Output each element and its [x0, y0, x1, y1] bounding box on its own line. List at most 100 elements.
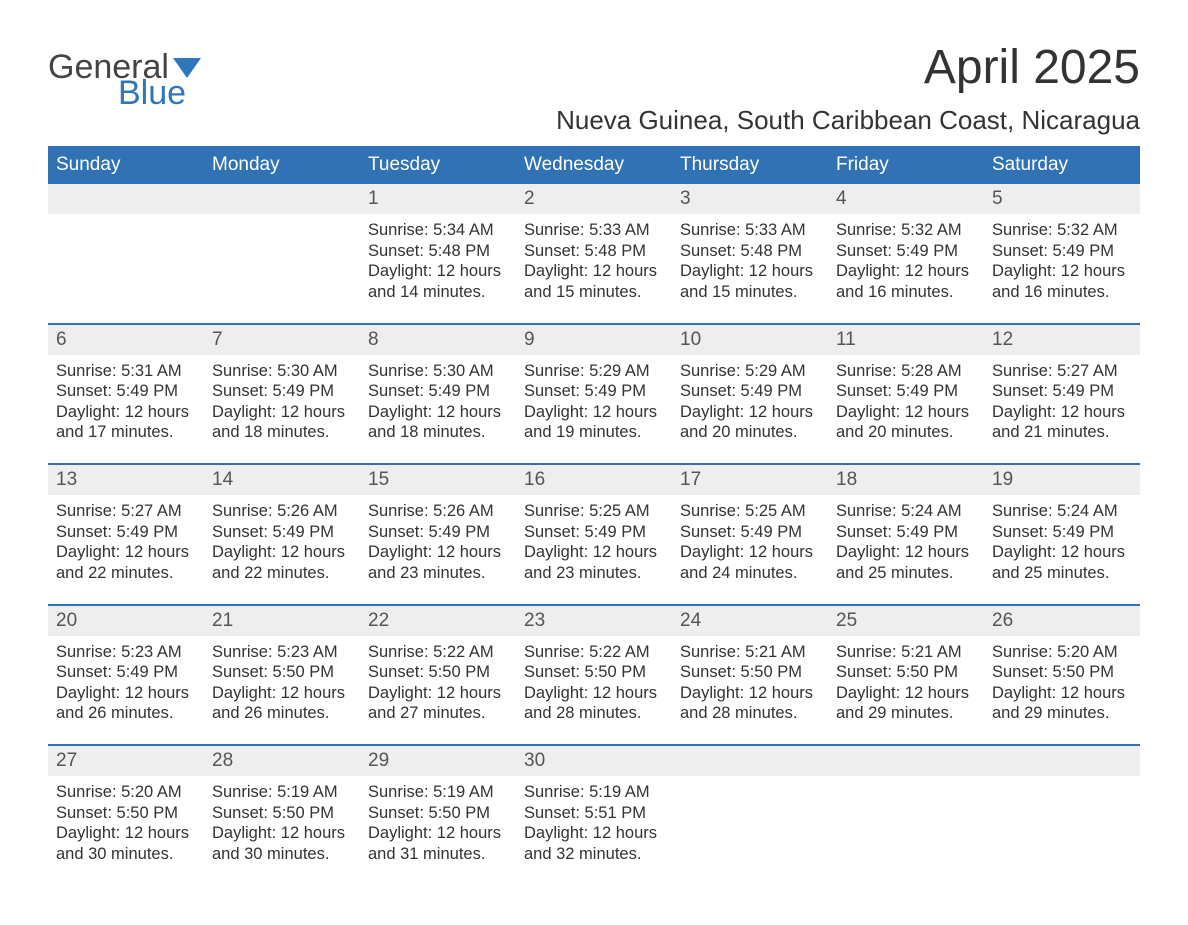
day-daylight2: and 29 minutes. [992, 703, 1132, 724]
day-number: 12 [984, 325, 1140, 355]
day-number: 10 [672, 325, 828, 355]
day-sunrise: Sunrise: 5:33 AM [680, 220, 820, 241]
day-cell: Sunrise: 5:24 AMSunset: 5:49 PMDaylight:… [828, 495, 984, 604]
day-sunrise: Sunrise: 5:25 AM [680, 501, 820, 522]
day-number: 1 [360, 184, 516, 214]
day-sunrise: Sunrise: 5:22 AM [368, 642, 508, 663]
day-sunset: Sunset: 5:49 PM [56, 662, 196, 683]
day-daylight2: and 17 minutes. [56, 422, 196, 443]
day-sunrise: Sunrise: 5:23 AM [212, 642, 352, 663]
day-daylight2: and 21 minutes. [992, 422, 1132, 443]
day-number: 16 [516, 465, 672, 495]
day-daylight1: Daylight: 12 hours [212, 542, 352, 563]
day-daylight1: Daylight: 12 hours [836, 542, 976, 563]
weekday-header-row: Sunday Monday Tuesday Wednesday Thursday… [48, 146, 1140, 184]
day-cell: Sunrise: 5:19 AMSunset: 5:50 PMDaylight:… [360, 776, 516, 885]
day-cell: Sunrise: 5:30 AMSunset: 5:49 PMDaylight:… [360, 355, 516, 464]
day-sunrise: Sunrise: 5:34 AM [368, 220, 508, 241]
calendar-grid: Sunday Monday Tuesday Wednesday Thursday… [48, 146, 1140, 885]
day-daylight2: and 30 minutes. [212, 844, 352, 865]
day-cell: Sunrise: 5:20 AMSunset: 5:50 PMDaylight:… [48, 776, 204, 885]
weeks-container: 12345Sunrise: 5:34 AMSunset: 5:48 PMDayl… [48, 184, 1140, 885]
day-daylight2: and 23 minutes. [524, 563, 664, 584]
day-daylight2: and 30 minutes. [56, 844, 196, 865]
day-sunset: Sunset: 5:49 PM [680, 522, 820, 543]
weekday-header: Thursday [672, 146, 828, 184]
day-daylight2: and 25 minutes. [992, 563, 1132, 584]
day-daylight2: and 19 minutes. [524, 422, 664, 443]
day-sunrise: Sunrise: 5:19 AM [368, 782, 508, 803]
daybody-strip: Sunrise: 5:27 AMSunset: 5:49 PMDaylight:… [48, 495, 1140, 604]
day-daylight2: and 22 minutes. [56, 563, 196, 584]
weekday-header: Wednesday [516, 146, 672, 184]
day-daylight1: Daylight: 12 hours [368, 823, 508, 844]
daybody-strip: Sunrise: 5:23 AMSunset: 5:49 PMDaylight:… [48, 636, 1140, 745]
day-number: 19 [984, 465, 1140, 495]
day-sunrise: Sunrise: 5:31 AM [56, 361, 196, 382]
day-sunset: Sunset: 5:50 PM [524, 662, 664, 683]
day-number: 27 [48, 746, 204, 776]
daybody-strip: Sunrise: 5:20 AMSunset: 5:50 PMDaylight:… [48, 776, 1140, 885]
week-row: 20212223242526Sunrise: 5:23 AMSunset: 5:… [48, 604, 1140, 745]
day-cell: Sunrise: 5:21 AMSunset: 5:50 PMDaylight:… [672, 636, 828, 745]
day-daylight1: Daylight: 12 hours [680, 261, 820, 282]
day-cell: Sunrise: 5:25 AMSunset: 5:49 PMDaylight:… [672, 495, 828, 604]
day-cell: Sunrise: 5:26 AMSunset: 5:49 PMDaylight:… [204, 495, 360, 604]
day-sunset: Sunset: 5:50 PM [992, 662, 1132, 683]
day-sunset: Sunset: 5:49 PM [56, 522, 196, 543]
day-cell: Sunrise: 5:31 AMSunset: 5:49 PMDaylight:… [48, 355, 204, 464]
day-daylight1: Daylight: 12 hours [992, 402, 1132, 423]
daybody-strip: Sunrise: 5:31 AM Sunset: 5:49 PM Daylight:… [48, 355, 1140, 464]
day-sunrise: Sunrise: 5:25 AM [524, 501, 664, 522]
location-text: Nueva Guinea, South Caribbean Coast, Nic… [556, 105, 1140, 136]
day-daylight2: and 15 minutes. [524, 282, 664, 303]
day-daylight1: Daylight: 12 hours [836, 261, 976, 282]
day-daylight2: and 27 minutes. [368, 703, 508, 724]
day-cell: Sunrise: 5:27 AMSunset: 5:49 PMDaylight:… [984, 355, 1140, 464]
day-sunset: Sunset: 5:49 PM [212, 381, 352, 402]
day-daylight1: Daylight: 12 hours [992, 683, 1132, 704]
weekday-header: Monday [204, 146, 360, 184]
day-daylight2: and 20 minutes. [836, 422, 976, 443]
day-cell: Sunrise: 5:26 AMSunset: 5:49 PMDaylight:… [360, 495, 516, 604]
day-number: 5 [984, 184, 1140, 214]
day-sunrise: Sunrise: 5:33 AM [524, 220, 664, 241]
day-sunrise: Sunrise: 5:19 AM [524, 782, 664, 803]
day-cell: Sunrise: 5:21 AMSunset: 5:50 PMDaylight:… [828, 636, 984, 745]
day-sunrise: Sunrise: 5:24 AM [992, 501, 1132, 522]
day-number: 26 [984, 606, 1140, 636]
day-daylight1: Daylight: 12 hours [524, 823, 664, 844]
day-number: 25 [828, 606, 984, 636]
day-sunrise: Sunrise: 5:28 AM [836, 361, 976, 382]
day-sunrise: Sunrise: 5:23 AM [56, 642, 196, 663]
day-cell [204, 214, 360, 323]
day-sunset: Sunset: 5:50 PM [836, 662, 976, 683]
day-daylight2: and 16 minutes. [836, 282, 976, 303]
day-daylight1: Daylight: 12 hours [680, 542, 820, 563]
day-number: 18 [828, 465, 984, 495]
day-daylight2: and 28 minutes. [680, 703, 820, 724]
logo: General Blue [48, 50, 201, 110]
day-cell: Sunrise: 5:23 AMSunset: 5:49 PMDaylight:… [48, 636, 204, 745]
day-daylight1: Daylight: 12 hours [368, 542, 508, 563]
day-sunset: Sunset: 5:50 PM [212, 662, 352, 683]
day-sunset: Sunset: 5:49 PM [992, 241, 1132, 262]
day-sunset: Sunset: 5:48 PM [368, 241, 508, 262]
day-daylight1: Daylight: 12 hours [680, 683, 820, 704]
day-daylight2: and 14 minutes. [368, 282, 508, 303]
weekday-header: Sunday [48, 146, 204, 184]
day-number [672, 746, 828, 776]
day-daylight2: and 32 minutes. [524, 844, 664, 865]
day-cell: Sunrise: 5:23 AMSunset: 5:50 PMDaylight:… [204, 636, 360, 745]
day-cell: Sunrise: 5:19 AMSunset: 5:50 PMDaylight:… [204, 776, 360, 885]
day-number: 24 [672, 606, 828, 636]
day-sunrise: Sunrise: 5:27 AM [992, 361, 1132, 382]
day-daylight1: Daylight: 12 hours [524, 542, 664, 563]
weekday-header: Friday [828, 146, 984, 184]
day-daylight1: Daylight: 12 hours [680, 402, 820, 423]
day-sunset: Sunset: 5:51 PM [524, 803, 664, 824]
day-cell: Sunrise: 5:32 AMSunset: 5:49 PMDaylight:… [984, 214, 1140, 323]
day-daylight1: Daylight: 12 hours [56, 542, 196, 563]
weekday-header: Saturday [984, 146, 1140, 184]
day-sunset: Sunset: 5:49 PM [836, 522, 976, 543]
